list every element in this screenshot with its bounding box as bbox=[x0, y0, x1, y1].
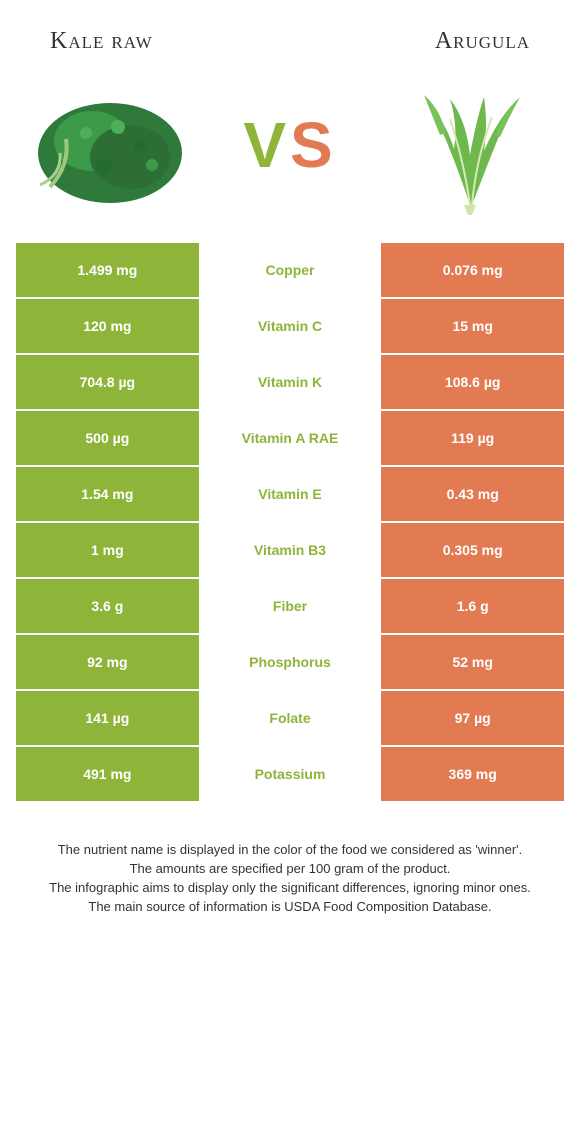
footnote-line: The infographic aims to display only the… bbox=[28, 879, 552, 898]
table-row: 120 mgVitamin C15 mg bbox=[16, 299, 564, 355]
table-row: 3.6 gFiber1.6 g bbox=[16, 579, 564, 635]
left-value-cell: 1.499 mg bbox=[16, 243, 199, 299]
right-value-cell: 0.305 mg bbox=[381, 523, 564, 579]
kale-icon bbox=[20, 75, 200, 215]
table-row: 141 µgFolate97 µg bbox=[16, 691, 564, 747]
left-food-title: Kale raw bbox=[50, 28, 153, 55]
nutrient-name-cell: Fiber bbox=[199, 579, 382, 635]
left-value-cell: 491 mg bbox=[16, 747, 199, 803]
left-value-cell: 1 mg bbox=[16, 523, 199, 579]
nutrient-name-cell: Phosphorus bbox=[199, 635, 382, 691]
table-row: 1 mgVitamin B30.305 mg bbox=[16, 523, 564, 579]
header: Kale raw Arugula bbox=[0, 0, 580, 65]
table-row: 704.8 µgVitamin K108.6 µg bbox=[16, 355, 564, 411]
arugula-icon bbox=[380, 75, 560, 215]
nutrient-name-cell: Vitamin A RAE bbox=[199, 411, 382, 467]
infographic-container: Kale raw Arugula VS bbox=[0, 0, 580, 1144]
right-value-cell: 119 µg bbox=[381, 411, 564, 467]
table-row: 491 mgPotassium369 mg bbox=[16, 747, 564, 803]
table-row: 1.499 mgCopper0.076 mg bbox=[16, 243, 564, 299]
nutrient-name-cell: Vitamin K bbox=[199, 355, 382, 411]
left-value-cell: 120 mg bbox=[16, 299, 199, 355]
left-value-cell: 3.6 g bbox=[16, 579, 199, 635]
right-food-title: Arugula bbox=[435, 28, 530, 55]
right-value-cell: 52 mg bbox=[381, 635, 564, 691]
left-value-cell: 704.8 µg bbox=[16, 355, 199, 411]
footnote-line: The main source of information is USDA F… bbox=[28, 898, 552, 917]
nutrient-name-cell: Vitamin E bbox=[199, 467, 382, 523]
left-value-cell: 1.54 mg bbox=[16, 467, 199, 523]
right-value-cell: 97 µg bbox=[381, 691, 564, 747]
right-value-cell: 15 mg bbox=[381, 299, 564, 355]
right-value-cell: 1.6 g bbox=[381, 579, 564, 635]
nutrient-name-cell: Vitamin B3 bbox=[199, 523, 382, 579]
vs-label: VS bbox=[243, 108, 336, 182]
left-value-cell: 500 µg bbox=[16, 411, 199, 467]
footnotes: The nutrient name is displayed in the co… bbox=[0, 831, 580, 916]
table-row: 92 mgPhosphorus52 mg bbox=[16, 635, 564, 691]
right-value-cell: 0.076 mg bbox=[381, 243, 564, 299]
table-row: 1.54 mgVitamin E0.43 mg bbox=[16, 467, 564, 523]
nutrient-name-cell: Vitamin C bbox=[199, 299, 382, 355]
table-row: 500 µgVitamin A RAE119 µg bbox=[16, 411, 564, 467]
footnote-line: The amounts are specified per 100 gram o… bbox=[28, 860, 552, 879]
nutrient-name-cell: Folate bbox=[199, 691, 382, 747]
right-value-cell: 108.6 µg bbox=[381, 355, 564, 411]
right-value-cell: 369 mg bbox=[381, 747, 564, 803]
left-value-cell: 141 µg bbox=[16, 691, 199, 747]
comparison-table: 1.499 mgCopper0.076 mg120 mgVitamin C15 … bbox=[16, 243, 564, 803]
left-value-cell: 92 mg bbox=[16, 635, 199, 691]
vs-s: S bbox=[290, 109, 337, 181]
hero-row: VS bbox=[0, 65, 580, 243]
footnote-line: The nutrient name is displayed in the co… bbox=[28, 841, 552, 860]
right-value-cell: 0.43 mg bbox=[381, 467, 564, 523]
vs-v: V bbox=[243, 109, 290, 181]
nutrient-name-cell: Potassium bbox=[199, 747, 382, 803]
nutrient-name-cell: Copper bbox=[199, 243, 382, 299]
